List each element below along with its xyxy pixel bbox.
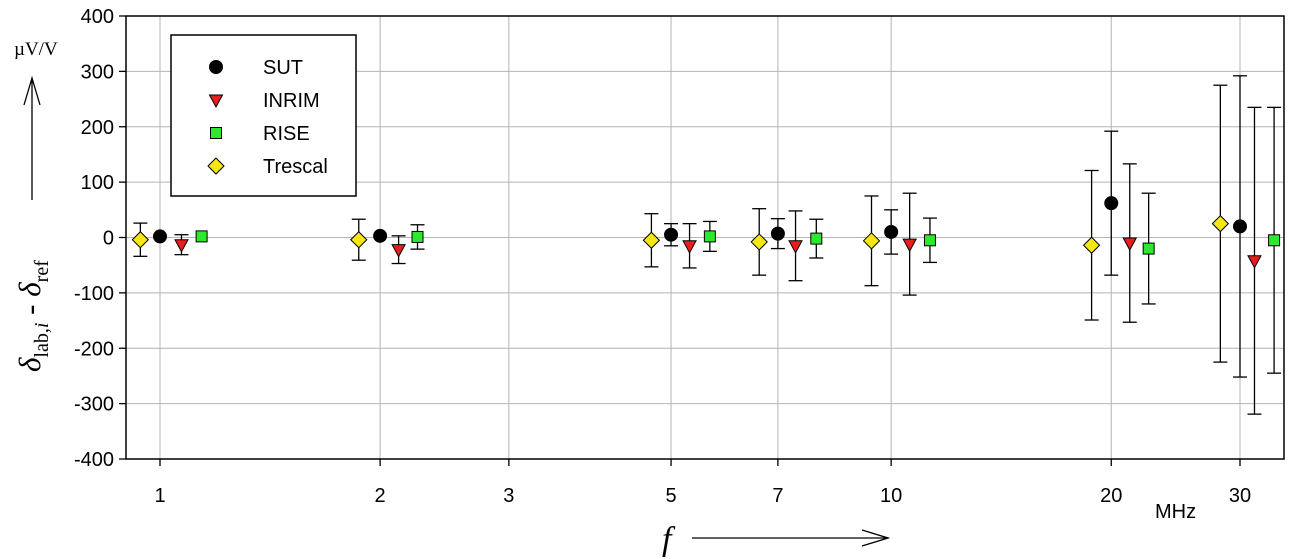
data-point [153, 229, 167, 244]
data-point [1247, 255, 1262, 269]
y-unit-label: µV/V [14, 39, 58, 60]
data-point [703, 230, 716, 243]
data-point [770, 226, 785, 241]
y-tick-label: -300 [74, 394, 114, 416]
data-point [1082, 236, 1101, 254]
legend-marker [208, 94, 224, 109]
x-axis-label: f [662, 521, 676, 558]
y-label-delta-lab: δ [12, 357, 47, 372]
data-point [131, 231, 150, 249]
data-point [411, 230, 424, 243]
legend-box [170, 34, 357, 197]
y-label-delta-ref: δ [12, 282, 47, 297]
x-tick-label: 3 [503, 485, 514, 507]
y-axis-label: δlab,i - δref [12, 260, 53, 372]
data-point [642, 231, 661, 249]
legend-marker [209, 60, 223, 74]
legend-marker [207, 157, 225, 175]
y-label-sub-lab: lab, [31, 328, 53, 357]
x-tick-label: 2 [375, 485, 386, 507]
data-point [391, 244, 406, 258]
data-point [682, 240, 697, 254]
y-label-sub-i: i [31, 323, 53, 329]
legend: SUT INRIM RISE Trescal [170, 34, 357, 197]
y-tick-label: 400 [81, 6, 114, 28]
x-tick-label: 5 [665, 485, 676, 507]
data-point [1211, 214, 1230, 233]
y-tick-label: 0 [103, 228, 114, 250]
y-tick-label: 200 [81, 117, 114, 139]
y-tick-label: -100 [74, 283, 114, 305]
data-point [902, 238, 917, 253]
y-tick-label: 300 [81, 61, 114, 83]
data-point [1268, 234, 1281, 247]
data-point [195, 230, 208, 243]
data-point [1142, 242, 1155, 255]
data-point [810, 232, 823, 245]
data-point [1104, 196, 1119, 211]
x-tick-label: 7 [772, 485, 783, 507]
y-label-sub-ref: ref [31, 260, 53, 283]
data-point [923, 234, 936, 247]
legend-label: RISE [263, 123, 310, 145]
legend-label: Trescal [263, 156, 328, 178]
x-tick-labels: 1 2 3 5 7 10 20 30 [154, 459, 1251, 507]
y-tick-label: -400 [74, 449, 114, 471]
data-point [788, 240, 803, 254]
x-arrow-icon [692, 529, 891, 547]
error-bars [133, 75, 1282, 415]
y-tick-label: -200 [74, 338, 114, 360]
data-point [174, 239, 189, 253]
legend-marker [210, 127, 222, 139]
legend-label: SUT [263, 57, 303, 79]
data-point [373, 228, 388, 243]
x-tick-label: 1 [154, 485, 165, 507]
x-unit-label: MHz [1155, 501, 1196, 523]
x-tick-label: 20 [1100, 485, 1122, 507]
data-point [1122, 237, 1138, 252]
data-point [750, 233, 768, 251]
data-point [350, 231, 368, 249]
legend-label: INRIM [263, 90, 320, 112]
y-label-minus: - [12, 297, 47, 323]
y-tick-labels: 400 300 200 100 0 -100 -200 -300 -400 [74, 6, 126, 471]
data-point [862, 232, 881, 250]
x-tick-label: 10 [880, 485, 902, 507]
y-tick-label: 100 [81, 172, 114, 194]
x-tick-label: 30 [1229, 485, 1251, 507]
data-point [664, 227, 679, 242]
y-arrow-icon [23, 75, 41, 200]
data-point [1233, 219, 1247, 234]
data-markers [131, 196, 1281, 269]
data-point [884, 224, 899, 239]
